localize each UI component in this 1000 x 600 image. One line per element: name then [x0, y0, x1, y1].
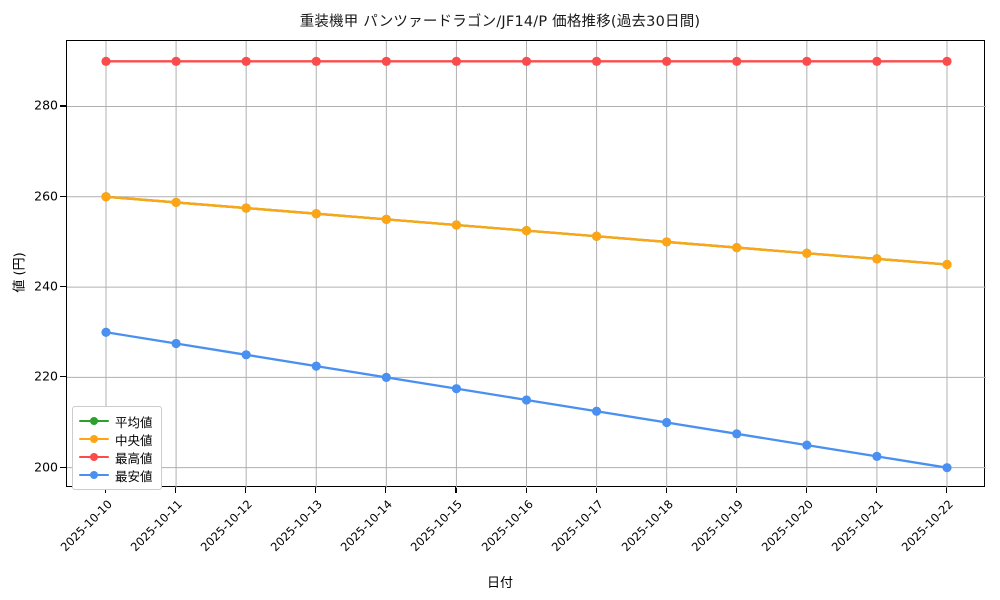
data-point — [732, 56, 742, 66]
data-point — [101, 327, 111, 337]
data-point — [942, 259, 952, 270]
legend-label: 中央値 — [115, 432, 153, 448]
data-point — [872, 451, 882, 461]
legend-marker-icon — [90, 435, 99, 444]
grid-lines — [67, 41, 986, 488]
x-tick-mark — [735, 487, 737, 493]
data-point — [381, 56, 391, 66]
y-tick-label: 240 — [34, 278, 58, 294]
y-tick-label: 280 — [34, 97, 58, 113]
data-series-layer — [101, 56, 952, 473]
data-point — [591, 231, 602, 241]
x-tick-mark — [385, 487, 387, 493]
legend-swatch — [79, 414, 109, 428]
data-point — [662, 417, 672, 428]
legend-marker-icon — [90, 453, 99, 462]
y-tick-mark — [60, 105, 66, 107]
data-point — [521, 226, 532, 236]
data-point — [451, 220, 462, 230]
data-point — [732, 429, 742, 439]
data-point — [591, 56, 602, 66]
data-point — [942, 56, 952, 66]
data-point — [311, 56, 321, 66]
data-point — [101, 192, 111, 202]
y-tick-label: 260 — [34, 188, 58, 204]
x-tick-mark — [315, 487, 317, 493]
y-tick-mark — [60, 466, 66, 468]
data-point — [171, 197, 181, 208]
x-tick-mark — [805, 487, 807, 493]
x-tick-mark — [875, 487, 877, 493]
y-tick-mark — [60, 376, 66, 378]
x-tick-mark — [455, 487, 457, 493]
legend-swatch — [79, 432, 109, 446]
data-point — [872, 56, 882, 66]
data-point — [381, 214, 391, 224]
data-point — [942, 463, 952, 473]
legend-label: 平均値 — [115, 414, 153, 430]
data-point — [732, 242, 742, 253]
legend-item[interactable]: 最高値 — [79, 448, 153, 466]
data-point — [872, 254, 882, 264]
data-point — [241, 203, 251, 213]
data-point — [802, 56, 812, 66]
data-point — [521, 395, 532, 405]
data-point — [171, 338, 181, 349]
legend-swatch — [79, 468, 109, 482]
x-tick-mark — [665, 487, 667, 493]
x-tick-mark — [595, 487, 597, 493]
data-point — [241, 350, 251, 360]
data-point — [802, 248, 812, 258]
data-point — [101, 56, 111, 66]
legend-marker-icon — [90, 417, 99, 426]
data-point — [241, 56, 251, 66]
legend-marker-icon — [90, 471, 99, 480]
data-point — [311, 361, 321, 371]
y-tick-label: 220 — [34, 368, 58, 384]
data-point — [662, 56, 672, 66]
y-tick-label: 200 — [34, 459, 58, 475]
y-axis-label: 値 (円) — [12, 252, 28, 293]
data-point — [662, 237, 672, 247]
x-tick-mark — [105, 487, 107, 493]
data-point — [381, 372, 391, 382]
chart-title: 重装機甲 パンツァードラゴン/JF14/P 価格推移(過去30日間) — [299, 14, 701, 30]
x-tick-mark — [946, 487, 948, 493]
data-point — [521, 56, 532, 66]
data-point — [171, 56, 181, 66]
y-tick-mark — [60, 195, 66, 197]
x-axis-label: 日付 — [486, 576, 513, 591]
data-point — [802, 440, 812, 450]
data-point — [311, 209, 321, 219]
x-tick-mark — [175, 487, 177, 493]
chart-legend: 平均値中央値最高値最安値 — [72, 406, 162, 490]
legend-label: 最安値 — [115, 468, 153, 484]
legend-label: 最高値 — [115, 450, 153, 466]
legend-item[interactable]: 最安値 — [79, 466, 153, 484]
data-point — [591, 406, 602, 416]
plot-area — [66, 40, 986, 488]
x-tick-mark — [525, 487, 527, 493]
data-point — [451, 56, 462, 66]
y-tick-mark — [60, 286, 66, 288]
legend-swatch — [79, 450, 109, 464]
legend-item[interactable]: 中央値 — [79, 430, 153, 448]
x-tick-mark — [245, 487, 247, 493]
legend-item[interactable]: 平均値 — [79, 412, 153, 430]
data-point — [451, 384, 462, 394]
